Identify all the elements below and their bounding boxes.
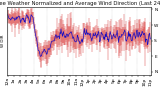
Title: Milwaukee Weather Normalized and Average Wind Direction (Last 24 Hours): Milwaukee Weather Normalized and Average…: [0, 1, 160, 6]
Y-axis label: W DIR: W DIR: [1, 34, 5, 47]
